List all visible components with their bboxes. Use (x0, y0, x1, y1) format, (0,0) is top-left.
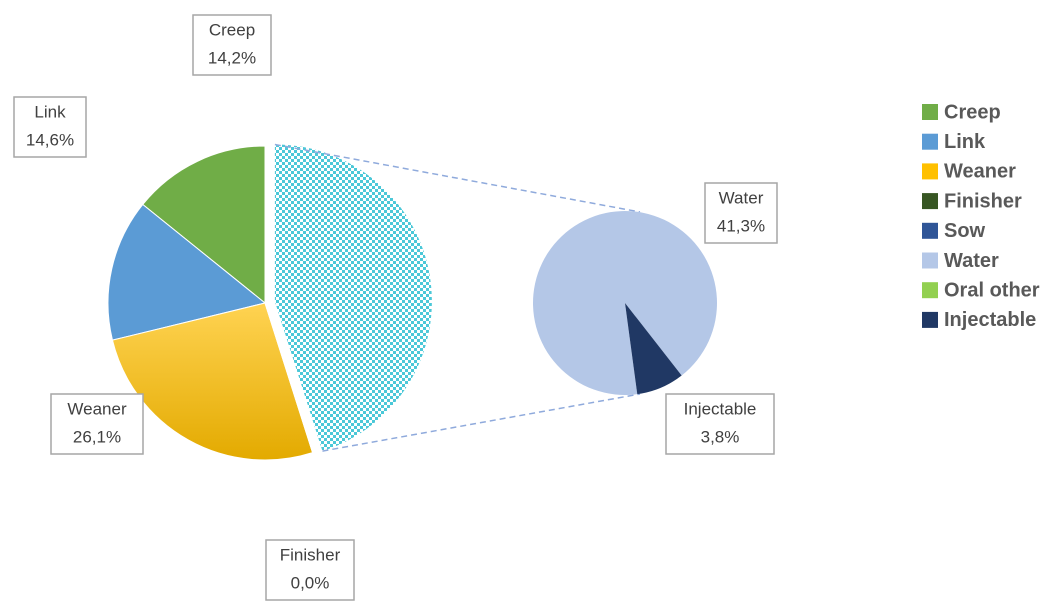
connector-line (274, 143, 641, 213)
legend-label: Oral other (944, 279, 1040, 301)
data-label-value: 14,6% (26, 130, 74, 149)
data-label-name: Weaner (67, 399, 127, 418)
data-label-box (704, 182, 778, 244)
data-label-value: 26,1% (73, 427, 121, 446)
data-label-value: 14,2% (208, 48, 256, 67)
data-label-name: Creep (209, 20, 255, 39)
other-slice (274, 144, 432, 452)
data-label-box (192, 14, 272, 76)
legend-swatch (922, 311, 938, 328)
legend-swatch (922, 222, 938, 239)
data-label-box (13, 96, 87, 158)
data-label-name: Finisher (280, 545, 341, 564)
legend-swatch (922, 163, 938, 180)
data-label-box (665, 393, 775, 455)
pie-slice (107, 203, 267, 341)
data-label-box (50, 393, 144, 455)
legend-swatch (922, 104, 938, 120)
data-label-value: 0,0% (291, 573, 330, 592)
data-label-box (265, 539, 355, 601)
legend-swatch (922, 282, 938, 299)
legend-label: Link (944, 131, 986, 153)
legend-label: Water (944, 250, 999, 272)
legend-label: Finisher (944, 190, 1022, 212)
data-label-value: 41,3% (717, 216, 765, 235)
legend-swatch (922, 193, 938, 210)
connector-line (322, 393, 641, 452)
data-label-name: Injectable (684, 399, 757, 418)
legend-label: Weaner (944, 161, 1016, 183)
legend-label: Injectable (944, 309, 1036, 331)
pie-slice (111, 302, 314, 461)
legend-label: Sow (944, 220, 986, 242)
data-label-name: Link (34, 102, 66, 121)
data-label-name: Water (719, 188, 764, 207)
legend-swatch (922, 252, 938, 269)
legend-label: Creep (944, 101, 1001, 123)
data-label-value: 3,8% (701, 427, 740, 446)
legend-swatch (922, 133, 938, 150)
pie-slice (142, 145, 266, 305)
pie-slice (533, 211, 718, 396)
pie-slice (625, 303, 682, 395)
